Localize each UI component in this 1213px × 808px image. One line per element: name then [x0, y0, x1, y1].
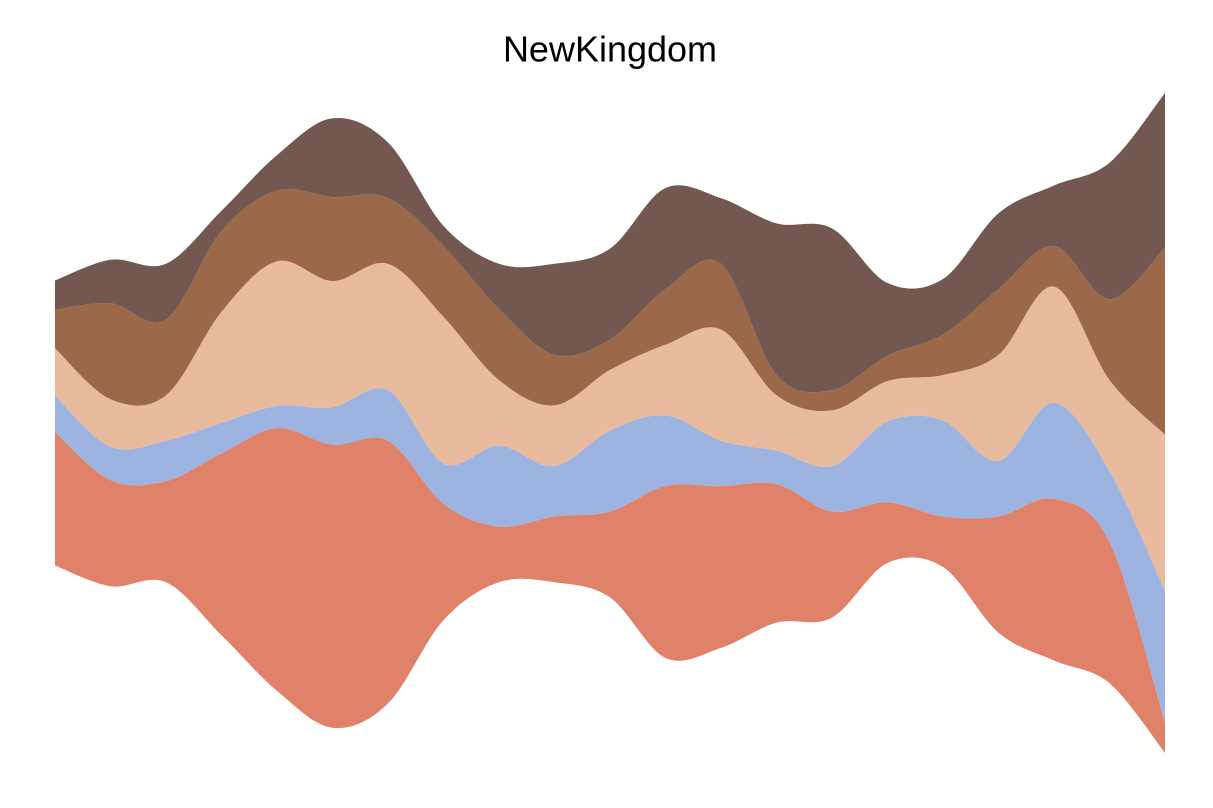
stream-layer [55, 260, 1165, 592]
stream-layer [55, 387, 1165, 723]
stream-layer [55, 93, 1165, 393]
stream-layer [55, 427, 1165, 753]
chart-title: NewKingdom [503, 29, 717, 70]
stream-layer [55, 188, 1165, 435]
